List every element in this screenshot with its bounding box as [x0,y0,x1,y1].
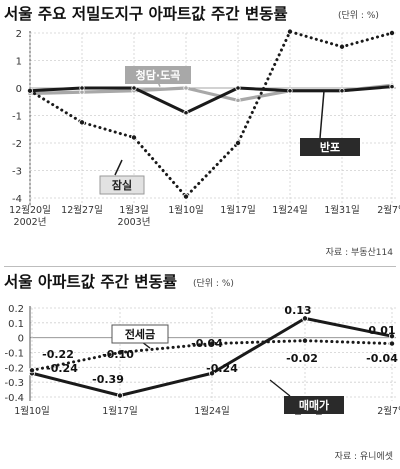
chart-1-data-point [338,43,345,50]
chart-2-data-label-sale: -0.39 [92,373,124,386]
chart-2-xtick-label: 2월7일 [377,405,400,417]
chart-2: 서울 아파트값 주간 변동률 (단위 : %) 0.2 0.1 0 -0.1 -0.2 -0.… [4,272,400,462]
chart-1-data-point [131,85,137,91]
chart-2-data-point [117,349,124,356]
chart-2-ytick-label: -0.1 [4,349,24,360]
chart-2-series-tag-jeonse-bg [111,324,169,344]
chart-2-ytick-label: -0.3 [4,378,24,389]
chart-1-source: 자료 : 부동산114 [326,247,394,258]
chart-2-data-point [117,392,124,399]
chart-1-ytick-label: 0 [16,84,22,95]
chart-2-data-point [388,333,395,340]
chart-2-data-point [28,367,35,374]
chart-1-series-tag-banpo: 반포 [300,138,360,156]
chart-2-series-tag-sale-text: 매매가 [299,398,329,412]
chart-1-series-tag-banpo-bg [300,138,360,156]
chart-1-data-point [339,88,345,94]
chart-1-data-point [26,87,33,94]
chart-1-data-point [389,84,395,90]
chart-1-data-point [183,110,189,116]
chart-2-data-point [301,315,308,322]
chart-2-series-tag-sale-bg [284,396,344,414]
chart-2-xtick-label: 1월17일 [102,405,138,417]
chart-2-data-label-jeonse: -0.04 [366,352,398,365]
chart-1-data-point [235,85,241,91]
chart-2-data-label-sale: 0.01 [368,324,395,337]
chart-1-xtick-label: 12월27일 [61,204,103,216]
chart-1-series-tag-jamsil: 잠실 [99,175,145,195]
chart-2-data-label-jeonse: -0.22 [42,348,74,361]
chart-1-xtick-label: 1월24일 [272,204,308,216]
chart-1-series-tag-jamsil-text: 잠실 [112,178,132,192]
chart-2-ytick-label: 0.2 [8,304,24,315]
chart-2-unit: (단위 : %) [193,278,234,289]
chart-2-data-label-jeonse: -0.04 [191,337,223,350]
chart-1-ytick-label: -2 [12,139,22,150]
chart-1-series-line-1 [28,85,394,115]
chart-2-ytick-label: -0.2 [4,363,24,374]
chart-2-source: 자료 : 유니에셋 [335,451,393,462]
chart-1-xtick-label: 1월17일 [220,204,256,216]
chart-1-series-tag-cheongdam: 청담·도곡 [125,66,191,84]
chart-1-series-tag-jamsil-bg [99,175,145,195]
chart-1-ytick-label: 1 [16,57,22,68]
chart-1-xtick-label: 1월31일 [324,204,360,216]
chart-2-data-point [388,340,395,347]
chart-1-title: 서울 주요 저밀도지구 아파트값 주간 변동률 [4,4,288,23]
chart-2-ytick-label: 0.1 [8,319,24,330]
chart-2-data-label-sale: -0.24 [46,362,78,375]
chart-2-data-point [208,340,215,347]
chart-2-data-label-sale: -0.24 [206,362,238,375]
chart-2-data-point [208,370,215,377]
chart-1-series-tag-cheongdam-text: 청담·도곡 [136,68,181,82]
chart-1-xtick-label: 2월7일 [377,204,400,216]
chart-1-leader-banpo [319,90,325,139]
chart-2-series-tag-jeonse: 전세금 [111,324,169,344]
chart-1-data-point [183,85,189,91]
chart-1: 서울 주요 저밀도지구 아파트값 주간 변동률 (단위 : %) 2 1 0 -1 -2 -3… [4,4,400,258]
chart-2-ytick-label: 0 [18,334,24,345]
chart-2-xtick-label: 1월10일 [14,405,50,417]
chart-2-title: 서울 아파트값 주간 변동률 [4,272,177,291]
chart-1-data-point [388,29,395,36]
chart-1-data-point [287,88,293,94]
chart-1-ytick-label: -1 [12,112,22,123]
chart-1-data-point [79,119,86,126]
chart-1-data-point [234,139,241,146]
chart-1-ytick-label: -4 [12,194,22,205]
chart-1-xtick-label: 1월3일 2003년 [118,204,151,228]
chart-1-unit: (단위 : %) [338,10,379,21]
chart-1-data-point [286,28,293,35]
chart-1-ytick-label: 2 [16,29,22,40]
chart-1-series-line-2 [28,30,394,199]
chart-2-data-label-jeonse: -0.10 [102,348,134,361]
chart-1-series-tag-cheongdam-bg [125,66,191,84]
chart-2-series-tag-jeonse-text: 전세금 [125,327,155,341]
chart-2-series-tag-sale: 매매가 [284,396,344,414]
chart-2-leader-sale [269,379,291,397]
chart-1-xtick-label: 12월20일 2002년 [9,204,51,228]
chart-1-xtick-label: 1월10일 [168,204,204,216]
chart-1-data-point [182,193,189,200]
chart-1-series-tag-banpo-text: 반포 [320,140,340,154]
chart-1-leader-jamsil [114,159,123,176]
chart-1-data-point [130,134,137,141]
chart-2-data-label-jeonse: -0.02 [286,352,318,365]
chart-1-ytick-label: -3 [12,167,22,178]
chart-2-data-label-sale: 0.13 [284,304,311,317]
chart-divider [4,266,396,267]
chart-1-data-point [235,97,241,103]
chart-2-xtick-label: 1월24일 [194,405,230,417]
chart-1-data-point [79,85,85,91]
chart-2-data-point [301,337,308,344]
chart-2-series-line-1 [30,339,394,372]
chart-2-ytick-label: -0.4 [4,393,24,404]
